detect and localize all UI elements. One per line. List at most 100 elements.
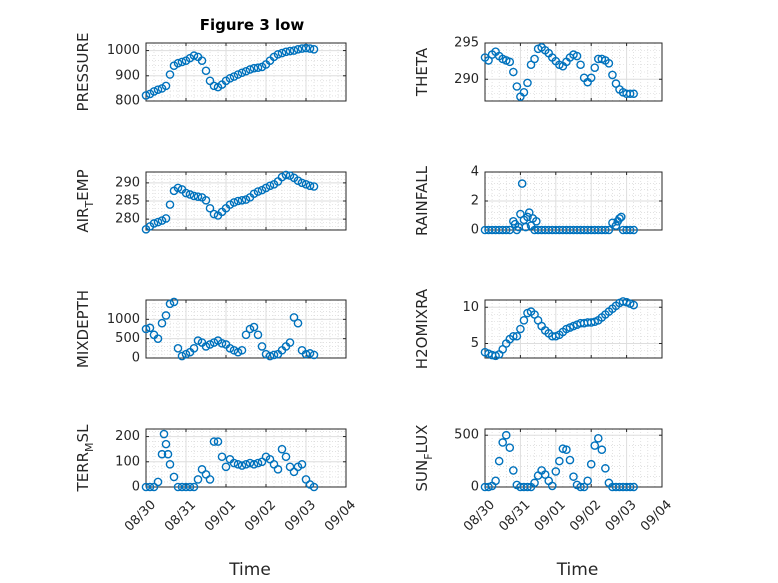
data-point — [616, 212, 626, 222]
y-tick-label: 0 — [132, 480, 140, 495]
data-point — [177, 351, 187, 361]
data-point — [173, 183, 183, 193]
data-point — [253, 458, 263, 468]
y-axis-label-main: AIR — [74, 208, 92, 233]
data-point — [233, 460, 243, 469]
y-tick-label: 10 — [462, 300, 479, 315]
data-point — [189, 344, 199, 353]
data-point — [177, 482, 187, 492]
data-point — [491, 476, 500, 486]
data-point — [625, 225, 635, 235]
data-point — [540, 470, 550, 479]
data-point — [297, 44, 307, 53]
y-tick-label: 500 — [454, 428, 479, 443]
y-tick-label: 0 — [132, 351, 140, 366]
figure-title: Figure 3 low — [200, 16, 305, 34]
data-point — [301, 349, 311, 359]
data-point — [181, 349, 191, 359]
y-tick-label: 290 — [454, 72, 479, 87]
data-point — [201, 342, 211, 351]
y-tick-label: 100 — [115, 454, 140, 469]
axes-6: 5 10 H2OMIXRA — [413, 288, 663, 369]
data-point — [309, 482, 319, 492]
data-point — [233, 347, 243, 357]
data-point — [181, 188, 191, 198]
data-point — [225, 344, 235, 353]
y-axis-label: MIXDEPTH — [74, 290, 92, 368]
data-point — [509, 67, 518, 77]
data-point — [153, 217, 163, 227]
data-point — [161, 214, 171, 223]
data-point — [185, 190, 195, 199]
data-point — [193, 475, 203, 484]
axes-box — [484, 299, 663, 359]
data-point — [285, 338, 295, 347]
y-axis-label-rest: EMP — [74, 169, 92, 200]
data-point — [217, 339, 227, 348]
data-point — [233, 70, 243, 79]
data-point — [521, 222, 531, 232]
data-point — [494, 456, 504, 466]
data-point — [289, 313, 299, 322]
data-point — [565, 455, 575, 465]
data-point — [209, 437, 219, 446]
data-point — [273, 465, 283, 474]
data-point — [625, 89, 635, 99]
data-point — [576, 482, 585, 492]
y-axis-label: PRESSURE — [74, 33, 92, 112]
y-axis-label-main: TERR — [74, 452, 92, 493]
data-point — [229, 72, 239, 81]
data-point — [604, 225, 614, 235]
data-point — [309, 350, 319, 360]
data-point — [512, 82, 522, 91]
data-point — [201, 66, 211, 76]
data-point — [586, 459, 596, 469]
data-point — [229, 198, 239, 207]
data-point — [189, 51, 199, 60]
data-point — [297, 460, 307, 469]
data-point — [225, 74, 235, 83]
data-point — [141, 324, 151, 334]
data-point — [165, 70, 175, 79]
data-point — [169, 472, 179, 482]
x-axis-label: Time — [228, 560, 271, 580]
axes-3: 280 285 290 AIRTEMP — [74, 169, 347, 234]
y-axis-label-subscript: F — [422, 453, 435, 459]
data-point — [161, 311, 171, 320]
data-point — [241, 460, 251, 469]
data-point — [509, 466, 518, 475]
data-point — [301, 180, 311, 189]
data-point — [297, 178, 307, 188]
y-axis-label-main: SUN — [413, 460, 431, 492]
data-point — [590, 63, 600, 72]
data-point — [229, 458, 239, 468]
y-tick-label: 2 — [471, 194, 479, 209]
data-point — [157, 449, 167, 459]
data-point — [601, 464, 610, 473]
data-point — [257, 342, 267, 351]
data-point — [189, 482, 199, 492]
data-point — [209, 338, 219, 347]
data-point — [516, 324, 525, 334]
data-point — [145, 323, 155, 333]
data-point — [209, 81, 219, 91]
data-point — [576, 60, 585, 70]
data-point — [501, 430, 511, 440]
y-axis-label: H2OMIXRA — [413, 288, 431, 369]
y-tick-label: 800 — [115, 94, 140, 109]
data-point — [629, 89, 638, 99]
data-point — [519, 315, 529, 325]
data-point — [161, 439, 171, 449]
data-point — [253, 63, 263, 73]
data-point — [201, 195, 211, 205]
y-tick-label: 0 — [471, 223, 479, 238]
data-point — [221, 462, 231, 472]
data-point — [305, 181, 315, 191]
data-point — [293, 318, 303, 328]
data-point — [197, 56, 207, 65]
data-point — [301, 43, 311, 53]
data-point — [245, 65, 255, 74]
data-point — [237, 195, 247, 205]
data-point — [181, 482, 191, 492]
